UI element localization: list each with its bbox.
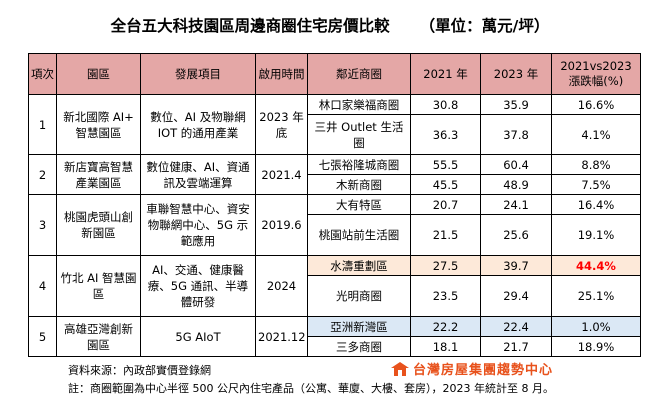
value-2021: 20.7 [410,194,481,215]
value-change: 4.1% [551,114,641,155]
value-change: 18.9% [551,336,641,357]
group-focus: 5G AIoT [140,316,256,357]
group-park: 新北國際 AI+ 智慧園區 [56,94,141,155]
value-2021: 22.2 [410,316,481,337]
header-2023: 2023 年 [480,53,552,95]
header-row: 項次 園區 發展項目 啟用時間 鄰近商圈 2021 年 2023 年 2021v… [28,53,641,95]
value-change: 19.1% [551,214,641,256]
value-2023: 29.4 [480,275,552,317]
table-row: 三井 Outlet 生活圈 36.3 37.8 4.1% [29,114,641,155]
table-row: 1 新北國際 AI+ 智慧園區 數位、AI 及物聯網 IOT 的通用產業 202… [28,94,641,155]
value-2023: 39.7 [480,255,552,276]
house-logo-icon [391,361,409,376]
price-table: 項次 園區 發展項目 啟用時間 鄰近商圈 2021 年 2023 年 2021v… [28,53,641,357]
value-2023: 60.4 [480,154,552,175]
group-start: 2024 [255,255,308,317]
header-focus: 發展項目 [140,53,256,95]
header-park: 園區 [56,53,141,95]
group-no: 5 [28,316,57,357]
value-change: 25.1% [551,275,641,317]
value-2023: 37.8 [480,114,552,155]
page-title: 全台五大科技園區周邊商圈住宅房價比較 （單位：萬元/坪） [0,14,660,36]
title-text: 全台五大科技園區周邊商圈住宅房價比較 [110,17,390,35]
value-2021: 36.3 [410,114,481,155]
district-cell: 光明商圈 [307,275,411,317]
table-row: 三多商圈 18.1 21.7 18.9% [29,336,641,357]
table-row: 3 桃園虎頭山創新園區 車聯智慧中心、資安物聯網中心、5G 示範應用 2019.… [28,194,641,256]
group-park: 桃園虎頭山創新園區 [56,194,141,256]
value-2021: 30.8 [410,94,481,115]
value-2021: 27.5 [410,255,481,276]
district-cell: 三多商圈 [307,336,411,357]
value-change: 16.6% [551,94,641,115]
value-2023: 35.9 [480,94,552,115]
district-cell: 三井 Outlet 生活圈 [307,114,411,155]
group-no: 3 [28,194,57,256]
district-cell: 桃園站前生活圈 [307,214,411,256]
group-start: 2023 年底 [255,94,308,155]
header-start: 啟用時間 [255,53,308,95]
value-change: 16.4% [551,194,641,215]
value-2021: 21.5 [410,214,481,256]
value-change: 44.4% [551,255,641,276]
value-2021: 18.1 [410,336,481,357]
header-change: 2021vs2023 漲跌幅(%) [551,53,641,95]
value-2023: 24.1 [480,194,552,215]
value-2021: 45.5 [410,174,481,195]
district-cell: 七張裕隆城商圈 [307,154,411,175]
header-2021: 2021 年 [410,53,481,95]
district-cell: 亞洲新灣區 [307,316,411,337]
source-note: 資料來源：內政部實價登錄網 [68,364,211,377]
table-row: 光明商圈 23.5 29.4 25.1% [29,275,641,317]
logo: 台灣房屋集團趨勢中心 [390,359,553,378]
value-change: 1.0% [551,316,641,337]
logo-text: 台灣房屋集團趨勢中心 [413,363,554,378]
group-no: 4 [28,255,57,317]
header-district: 鄰近商圈 [307,53,411,95]
value-2023: 22.4 [480,316,552,337]
district-cell: 大有特區 [307,194,411,215]
group-park: 竹北 AI 智慧園區 [56,255,141,317]
district-cell: 木新商圈 [307,174,411,195]
group-focus: 數位、AI 及物聯網 IOT 的通用產業 [140,94,256,155]
group-focus: AI、交通、健康醫療、5G 通訊、半導體研發 [140,255,256,317]
table-row: 2 新店寶高智慧產業園區 數位健康、AI、資通訊及雲端運算 2021.4 七張裕… [28,154,641,195]
value-2021: 55.5 [410,154,481,175]
group-focus: 數位健康、AI、資通訊及雲端運算 [140,154,256,195]
table-row: 桃園站前生活圈 21.5 25.6 19.1% [29,214,641,256]
footnote: 註：商圈範圍為中心半徑 500 公尺內住宅產品（公寓、華廈、大樓、套房），202… [68,382,554,395]
group-start: 2019.6 [255,194,308,256]
district-cell: 林口家樂福商圈 [307,94,411,115]
unit-text: （單位：萬元/坪） [419,17,550,35]
value-2023: 48.9 [480,174,552,195]
group-start: 2021.12 [255,316,308,357]
group-park: 新店寶高智慧產業園區 [56,154,141,195]
header-no: 項次 [28,53,57,95]
group-focus: 車聯智慧中心、資安物聯網中心、5G 示範應用 [140,194,256,256]
value-change: 8.8% [551,154,641,175]
value-2021: 23.5 [410,275,481,317]
group-no: 1 [28,94,57,155]
value-2023: 21.7 [480,336,552,357]
group-no: 2 [28,154,57,195]
value-change: 7.5% [551,174,641,195]
value-2023: 25.6 [480,214,552,256]
group-park: 高雄亞灣創新園區 [56,316,141,357]
table-row: 4 竹北 AI 智慧園區 AI、交通、健康醫療、5G 通訊、半導體研發 2024… [28,255,641,317]
table-row: 5 高雄亞灣創新園區 5G AIoT 2021.12 亞洲新灣區 22.2 22… [28,316,641,357]
district-cell: 水濤重劃區 [307,255,411,276]
group-start: 2021.4 [255,154,308,195]
table-row: 木新商圈 45.5 48.9 7.5% [29,174,641,195]
